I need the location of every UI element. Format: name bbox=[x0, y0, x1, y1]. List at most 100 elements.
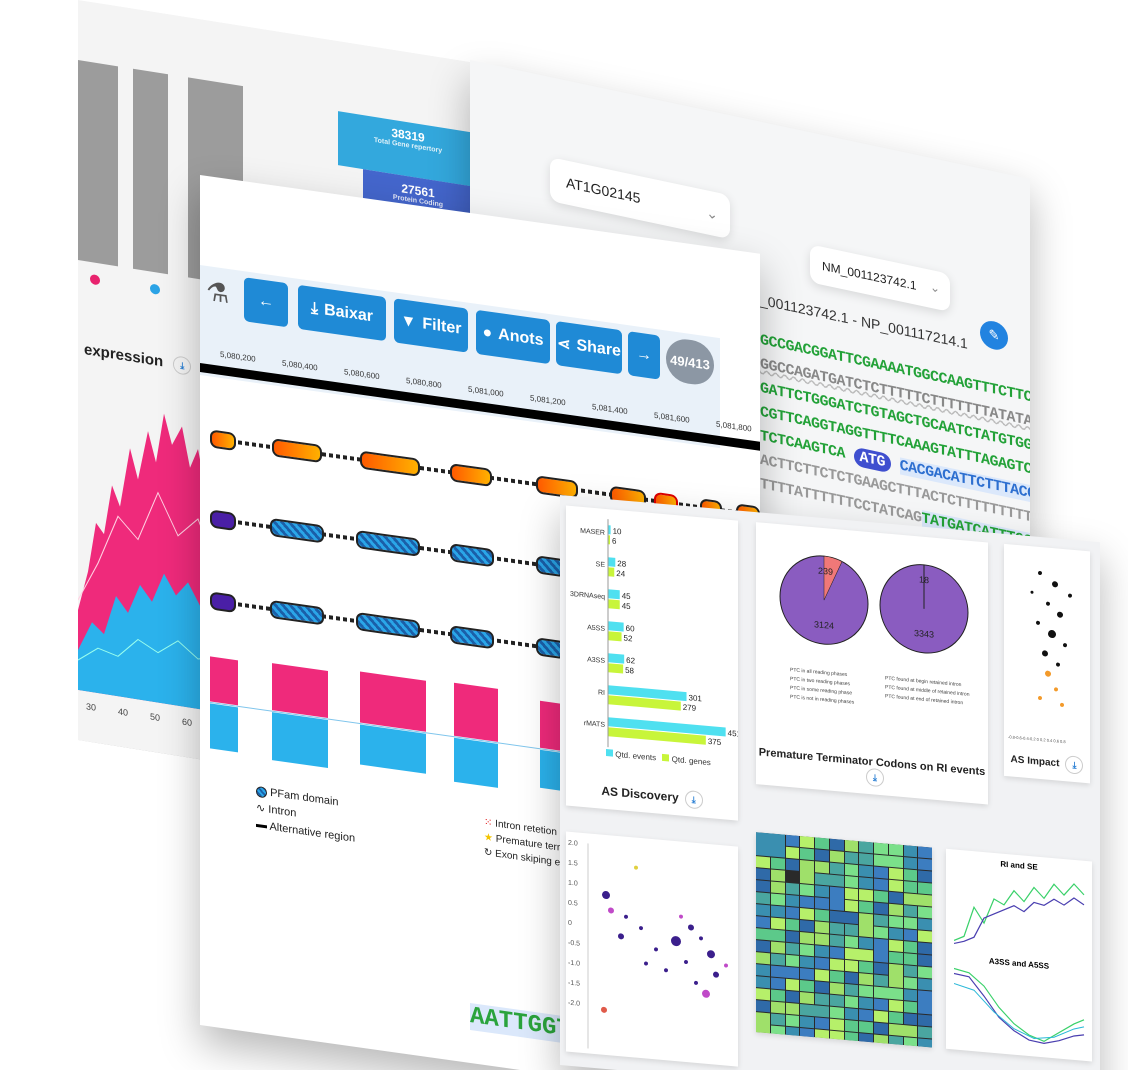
bubble-chart-card: 2.0 1.5 1.0 0.5 0 -0.5 -1.0 -1.5 -2.0 bbox=[566, 831, 738, 1067]
ri-se-line-chart bbox=[954, 883, 1085, 945]
share-icon: ⋖ bbox=[557, 335, 571, 355]
pfam-domain-icon bbox=[256, 785, 267, 799]
treemap-cell bbox=[756, 856, 770, 869]
treemap-cell bbox=[800, 980, 814, 993]
treemap-cell bbox=[815, 885, 829, 898]
treemap-cell bbox=[785, 954, 800, 967]
curved-arrow-icon: ↻ bbox=[484, 846, 493, 860]
treemap-cell bbox=[844, 923, 859, 937]
as-discovery-card: MASER 10 6 SE 28 24 3DRNAseq 45 45 A5SS 60 52 A3SS 62… bbox=[566, 505, 738, 821]
treemap-cell bbox=[829, 946, 844, 959]
bar-value: 375 bbox=[708, 737, 722, 747]
treemap-cell bbox=[815, 969, 829, 982]
treemap-cell bbox=[874, 1034, 888, 1047]
treemap-cell bbox=[903, 905, 918, 918]
treemap-cell bbox=[815, 993, 829, 1006]
treemap-cell bbox=[800, 1028, 814, 1041]
start-codon-badge: ATG bbox=[853, 446, 892, 474]
treemap-cell bbox=[844, 1031, 859, 1045]
treemap-cell bbox=[859, 985, 873, 998]
bar-value: 52 bbox=[624, 634, 633, 644]
treemap-cell bbox=[815, 1017, 829, 1030]
treemap-cell bbox=[918, 1038, 932, 1048]
treemap-cell bbox=[903, 845, 918, 858]
transcript-select[interactable]: NM_001123742.1 ⌄ bbox=[810, 244, 950, 313]
bar-events bbox=[608, 653, 625, 664]
treemap-cell bbox=[829, 1030, 844, 1043]
category-label: 3DRNAseq bbox=[570, 591, 605, 601]
download-icon: ⤓ bbox=[311, 299, 319, 318]
bubble-chart bbox=[587, 843, 728, 1049]
treemap-cell bbox=[859, 973, 873, 986]
treemap-cell bbox=[800, 884, 814, 897]
treemap-cell bbox=[829, 886, 844, 911]
treemap-cell bbox=[844, 983, 859, 997]
treemap-cell bbox=[770, 881, 785, 894]
treemap-cell bbox=[918, 942, 932, 955]
treemap-cell bbox=[918, 882, 932, 895]
treemap-cell bbox=[874, 998, 888, 1011]
bar-value: 301 bbox=[689, 693, 703, 703]
treemap-cell bbox=[800, 1016, 814, 1029]
share-button[interactable]: ⋖ Share bbox=[556, 321, 622, 375]
treemap-cell bbox=[800, 920, 814, 933]
star-icon: ★ bbox=[484, 831, 493, 845]
treemap-card bbox=[756, 832, 932, 1048]
ptc-legend: PTC in all reading phases PTC found at be… bbox=[790, 667, 970, 707]
treemap-cell bbox=[888, 903, 903, 916]
treemap-cell bbox=[918, 966, 932, 979]
forward-button[interactable]: → bbox=[628, 331, 660, 380]
treemap-cell bbox=[770, 1037, 785, 1048]
bar-value: 45 bbox=[622, 591, 631, 601]
dotted-square-icon: ⁙ bbox=[484, 816, 493, 830]
bar-events bbox=[608, 621, 624, 632]
exon bbox=[210, 509, 236, 532]
treemap bbox=[756, 832, 932, 1048]
treemap-cell bbox=[829, 982, 844, 995]
bar-value: 45 bbox=[622, 601, 631, 611]
treemap-cell bbox=[785, 906, 800, 919]
comment-icon: ● bbox=[482, 323, 493, 343]
download-icon[interactable]: ⤓ bbox=[866, 767, 884, 788]
bar-value: 28 bbox=[617, 559, 626, 569]
treemap-cell bbox=[800, 860, 814, 885]
gene-select[interactable]: AT1G02145 ⌄ bbox=[550, 157, 730, 240]
back-button[interactable]: ← bbox=[244, 277, 288, 328]
download-icon[interactable]: ⤓ bbox=[684, 789, 703, 810]
treemap-cell bbox=[815, 837, 829, 850]
treemap-cell bbox=[756, 868, 770, 881]
treemap-cell bbox=[770, 1025, 785, 1038]
treemap-cell bbox=[785, 918, 800, 931]
treemap-cell bbox=[756, 832, 785, 858]
treemap-cell bbox=[859, 937, 873, 950]
treemap-cell bbox=[785, 1026, 800, 1039]
download-icon[interactable]: ⤓ bbox=[1065, 755, 1084, 775]
treemap-cell bbox=[859, 865, 873, 878]
treemap-cell bbox=[785, 834, 800, 847]
exon bbox=[450, 463, 492, 488]
bar-value: 279 bbox=[683, 703, 697, 713]
treemap-cell bbox=[918, 906, 932, 919]
treemap-cell bbox=[844, 863, 859, 877]
treemap-cell bbox=[800, 836, 814, 849]
bar-events bbox=[608, 685, 687, 702]
treemap-cell bbox=[800, 992, 814, 1005]
treemap-cell bbox=[770, 917, 785, 930]
download-icon[interactable]: ⤓ bbox=[173, 355, 191, 376]
treemap-cell bbox=[785, 978, 800, 991]
gray-bar bbox=[133, 69, 168, 275]
treemap-cell bbox=[888, 999, 903, 1012]
ruler-tick: 5,081,800 bbox=[716, 419, 752, 434]
treemap-cell bbox=[770, 953, 785, 966]
treemap-cell bbox=[785, 990, 800, 1003]
treemap-cell bbox=[756, 964, 770, 977]
treemap-cell bbox=[756, 892, 770, 905]
treemap-cell bbox=[844, 1019, 859, 1033]
pfam-domain bbox=[450, 625, 494, 650]
a3ss-a5ss-line-chart bbox=[954, 967, 1085, 1044]
treemap-cell bbox=[829, 994, 844, 1007]
legend-swatch-events bbox=[606, 749, 613, 757]
pencil-icon[interactable]: ✎ bbox=[980, 318, 1008, 353]
